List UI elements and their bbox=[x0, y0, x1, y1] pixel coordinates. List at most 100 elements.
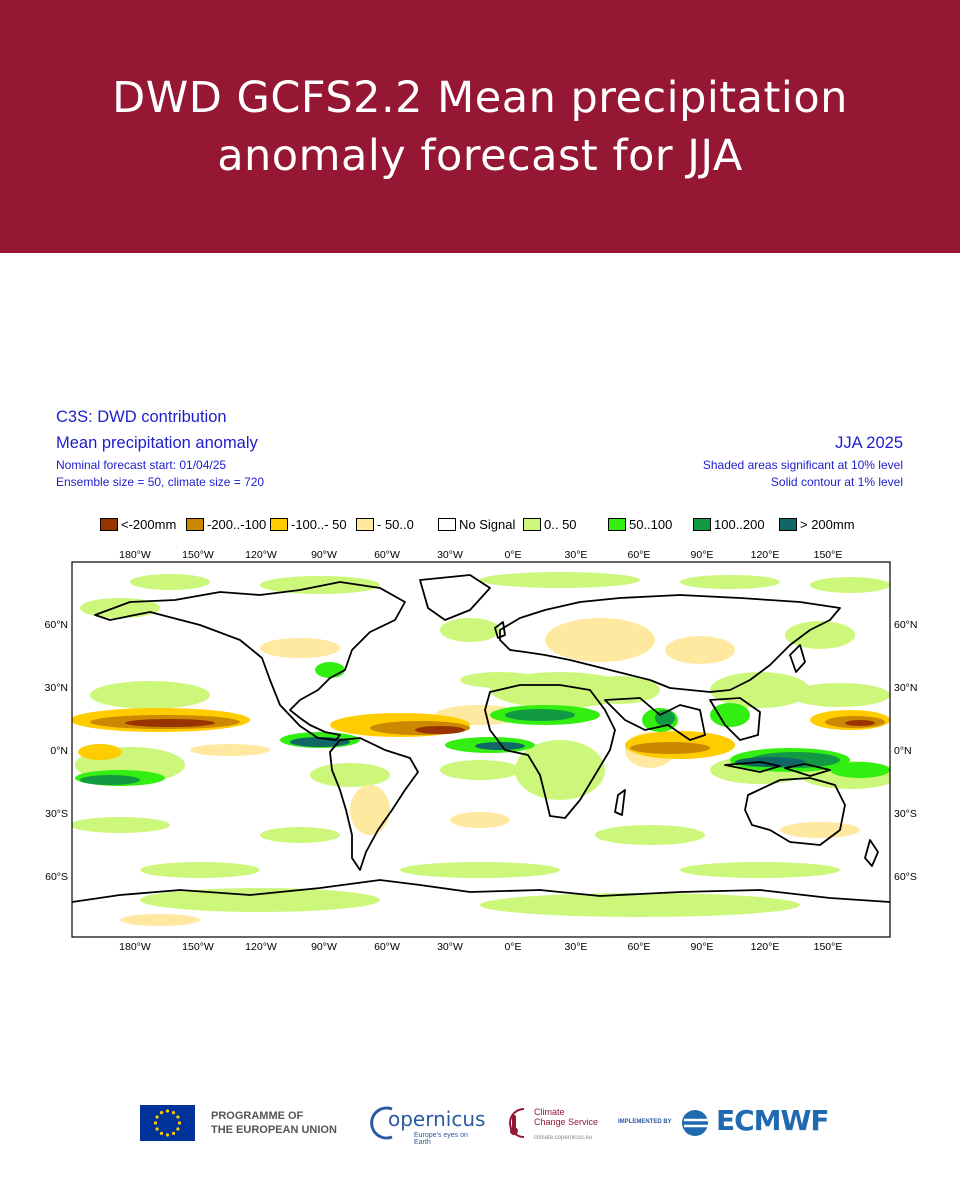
lat-label: 30°S bbox=[45, 808, 68, 820]
title-banner: DWD GCFS2.2 Mean precipitation anomaly f… bbox=[0, 0, 960, 253]
lon-label: 120°W bbox=[245, 549, 277, 561]
lon-label: 180°W bbox=[119, 549, 151, 561]
lon-label: 30°E bbox=[565, 941, 588, 953]
lon-label: 0°E bbox=[504, 549, 521, 561]
legend-label: 50..100 bbox=[629, 516, 673, 532]
copernicus-logo: opernicus Europe's eyes on Earth bbox=[368, 1101, 485, 1149]
map-plot-area bbox=[71, 561, 891, 938]
lon-label: 120°E bbox=[751, 549, 780, 561]
copernicus-c-icon bbox=[370, 1106, 393, 1140]
legend-item: 100..200 bbox=[693, 515, 765, 533]
legend-item: 0.. 50 bbox=[523, 515, 577, 533]
legend-label: No Signal bbox=[459, 516, 516, 532]
lon-label: 120°E bbox=[751, 941, 780, 953]
c3s-line1: Climate bbox=[534, 1107, 565, 1117]
ecmwf-logo: ECMWF bbox=[680, 1104, 830, 1140]
lat-labels-right: 60°N 30°N 0°N 30°S 60°S bbox=[894, 619, 917, 883]
eu-programme-label: PROGRAMME OF THE EUROPEAN UNION bbox=[211, 1109, 337, 1137]
page-title-line2: anomaly forecast for JJA bbox=[217, 130, 743, 181]
legend-label: -100..- 50 bbox=[291, 516, 347, 532]
c3s-name: Climate Change Service bbox=[534, 1107, 598, 1127]
lon-label: 150°E bbox=[814, 941, 843, 953]
legend-item: <-200mm bbox=[100, 515, 176, 533]
copernicus-tagline: Europe's eyes on Earth bbox=[414, 1132, 468, 1146]
lon-label: 60°E bbox=[628, 941, 651, 953]
legend-swatch bbox=[356, 517, 374, 531]
lon-label: 30°W bbox=[437, 941, 463, 953]
forecast-start-label: Nominal forecast start: 01/04/25 bbox=[56, 458, 227, 472]
lat-label: 60°N bbox=[45, 619, 68, 631]
page-title-line1: DWD GCFS2.2 Mean precipitation bbox=[112, 72, 848, 123]
source-label: C3S: DWD contribution bbox=[56, 408, 227, 426]
color-legend: <-200mm -200..-100 -100..- 50 - 50..0 No… bbox=[100, 515, 880, 533]
legend-label: <-200mm bbox=[121, 516, 177, 532]
legend-label: > 200mm bbox=[800, 516, 855, 532]
eu-line1: PROGRAMME OF bbox=[211, 1110, 304, 1122]
lat-labels-left: 60°N 30°N 0°N 30°S 60°S bbox=[45, 619, 68, 883]
lon-label: 150°W bbox=[182, 941, 214, 953]
lon-labels-bottom: 180°W 150°W 120°W 90°W 60°W 30°W 0°E 30°… bbox=[119, 941, 842, 953]
lon-label: 120°W bbox=[245, 941, 277, 953]
legend-item: > 200mm bbox=[779, 515, 855, 533]
lat-label: 30°N bbox=[45, 682, 68, 694]
legend-swatch bbox=[608, 517, 626, 531]
eu-flag-icon bbox=[140, 1105, 195, 1141]
lat-label: 60°S bbox=[894, 871, 917, 883]
legend-swatch bbox=[523, 517, 541, 531]
lat-label: 60°N bbox=[894, 619, 917, 631]
legend-swatch bbox=[186, 517, 204, 531]
ensemble-size-label: Ensemble size = 50, climate size = 720 bbox=[56, 475, 265, 489]
lon-label: 90°W bbox=[311, 941, 337, 953]
lon-label: 0°E bbox=[504, 941, 521, 953]
lon-label: 30°E bbox=[565, 549, 588, 561]
legend-swatch bbox=[438, 517, 456, 531]
legend-item: -100..- 50 bbox=[270, 515, 347, 533]
lat-label: 30°N bbox=[894, 682, 917, 694]
lon-label: 90°W bbox=[311, 549, 337, 561]
significance-note: Shaded areas significant at 10% level bbox=[702, 458, 903, 472]
legend-swatch bbox=[693, 517, 711, 531]
lon-label: 60°E bbox=[628, 549, 651, 561]
page-title: DWD GCFS2.2 Mean precipitation anomaly f… bbox=[112, 69, 848, 185]
eu-line2: THE EUROPEAN UNION bbox=[211, 1124, 337, 1136]
legend-label: - 50..0 bbox=[377, 516, 414, 532]
lat-label: 0°N bbox=[50, 745, 68, 757]
lat-label: 0°N bbox=[894, 745, 912, 757]
lat-label: 60°S bbox=[45, 871, 68, 883]
ecmwf-name: ECMWF bbox=[716, 1104, 830, 1137]
lon-label: 150°W bbox=[182, 549, 214, 561]
legend-swatch bbox=[270, 517, 288, 531]
legend-item: No Signal bbox=[438, 515, 515, 533]
legend-swatch bbox=[100, 517, 118, 531]
c3s-logo: Climate Change Service climate.copernicu… bbox=[498, 1103, 608, 1149]
lon-label: 90°E bbox=[691, 549, 714, 561]
thermometer-icon bbox=[509, 1108, 525, 1138]
lat-label: 30°S bbox=[894, 808, 917, 820]
legend-item: 50..100 bbox=[608, 515, 672, 533]
legend-item: -200..-100 bbox=[186, 515, 266, 533]
c3s-url: climate.copernicus.eu bbox=[534, 1135, 593, 1141]
lon-label: 60°W bbox=[374, 549, 400, 561]
coastlines bbox=[72, 574, 890, 903]
footer-logos: PROGRAMME OF THE EUROPEAN UNION opernicu… bbox=[0, 1095, 960, 1155]
lon-label: 150°E bbox=[814, 549, 843, 561]
field-label: Mean precipitation anomaly bbox=[56, 434, 258, 452]
lon-label: 60°W bbox=[374, 941, 400, 953]
anomaly-below-minus200-areas bbox=[125, 719, 875, 734]
lon-label: 90°E bbox=[691, 941, 714, 953]
contour-note: Solid contour at 1% level bbox=[770, 475, 903, 489]
lon-labels-top: 180°W 150°W 120°W 90°W 60°W 30°W 0°E 30°… bbox=[119, 549, 842, 561]
c3s-line2: Change Service bbox=[534, 1117, 599, 1127]
legend-swatch bbox=[779, 517, 797, 531]
precipitation-anomaly-map: 180°W 150°W 120°W 90°W 60°W 30°W 0°E 30°… bbox=[45, 549, 918, 953]
legend-label: 0.. 50 bbox=[544, 516, 577, 532]
copernicus-name: opernicus bbox=[388, 1107, 486, 1131]
lon-label: 30°W bbox=[437, 549, 463, 561]
season-label: JJA 2025 bbox=[835, 434, 903, 452]
legend-label: -200..-100 bbox=[207, 516, 267, 532]
implemented-by-label: IMPLEMENTED BY bbox=[618, 1119, 672, 1125]
ecmwf-swirl-icon bbox=[682, 1110, 708, 1136]
lon-label: 180°W bbox=[119, 941, 151, 953]
legend-item: - 50..0 bbox=[356, 515, 414, 533]
legend-label: 100..200 bbox=[714, 516, 765, 532]
